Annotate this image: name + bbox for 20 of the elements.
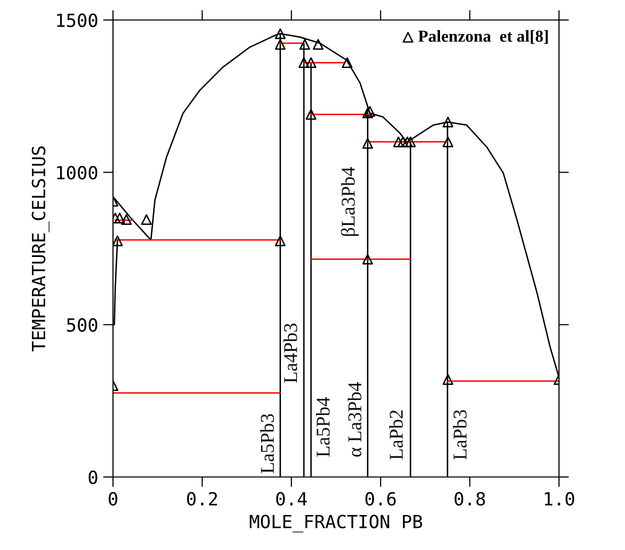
annotation: La5Pb3 <box>260 414 274 474</box>
y-tick-label: 1500 <box>57 14 98 28</box>
x-axis-title: MOLE_FRACTION PB <box>250 514 422 532</box>
annotation: La5Pb4 <box>316 397 330 457</box>
y-tick-label: 0 <box>88 470 98 484</box>
legend-label: Palenzona et al[8] <box>418 30 548 44</box>
y-axis-title: TEMPERATURE_CELSIUS <box>32 146 50 352</box>
y-tick-label: 1000 <box>57 166 98 180</box>
x-tick-label: 0.6 <box>365 492 396 506</box>
annotation: LaPb3 <box>452 410 467 460</box>
annotation: α La3Pb4 <box>348 382 362 457</box>
y-tick-label: 500 <box>67 318 98 332</box>
x-tick-label: 0.8 <box>454 492 485 506</box>
x-tick-label: 0 <box>108 492 118 506</box>
annotation: LaPb2 <box>389 410 403 460</box>
x-tick-label: 0.4 <box>276 492 307 506</box>
annotation: La4Pb3 <box>283 324 298 383</box>
annotation: βLa3Pb4 <box>340 166 359 236</box>
x-tick-label: 1.0 <box>544 492 574 506</box>
x-tick-label: 0.2 <box>187 492 217 506</box>
